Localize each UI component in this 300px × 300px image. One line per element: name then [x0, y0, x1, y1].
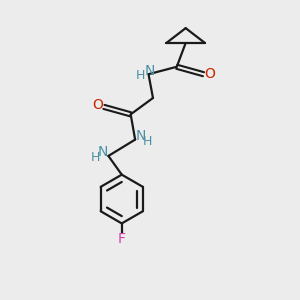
- Text: H: H: [91, 151, 101, 164]
- Text: N: N: [145, 64, 155, 78]
- Text: O: O: [92, 98, 103, 112]
- Text: N: N: [135, 129, 146, 143]
- Text: H: H: [143, 135, 152, 148]
- Text: H: H: [136, 69, 145, 82]
- Text: O: O: [205, 67, 215, 81]
- Text: N: N: [98, 146, 108, 159]
- Text: F: F: [118, 232, 126, 246]
